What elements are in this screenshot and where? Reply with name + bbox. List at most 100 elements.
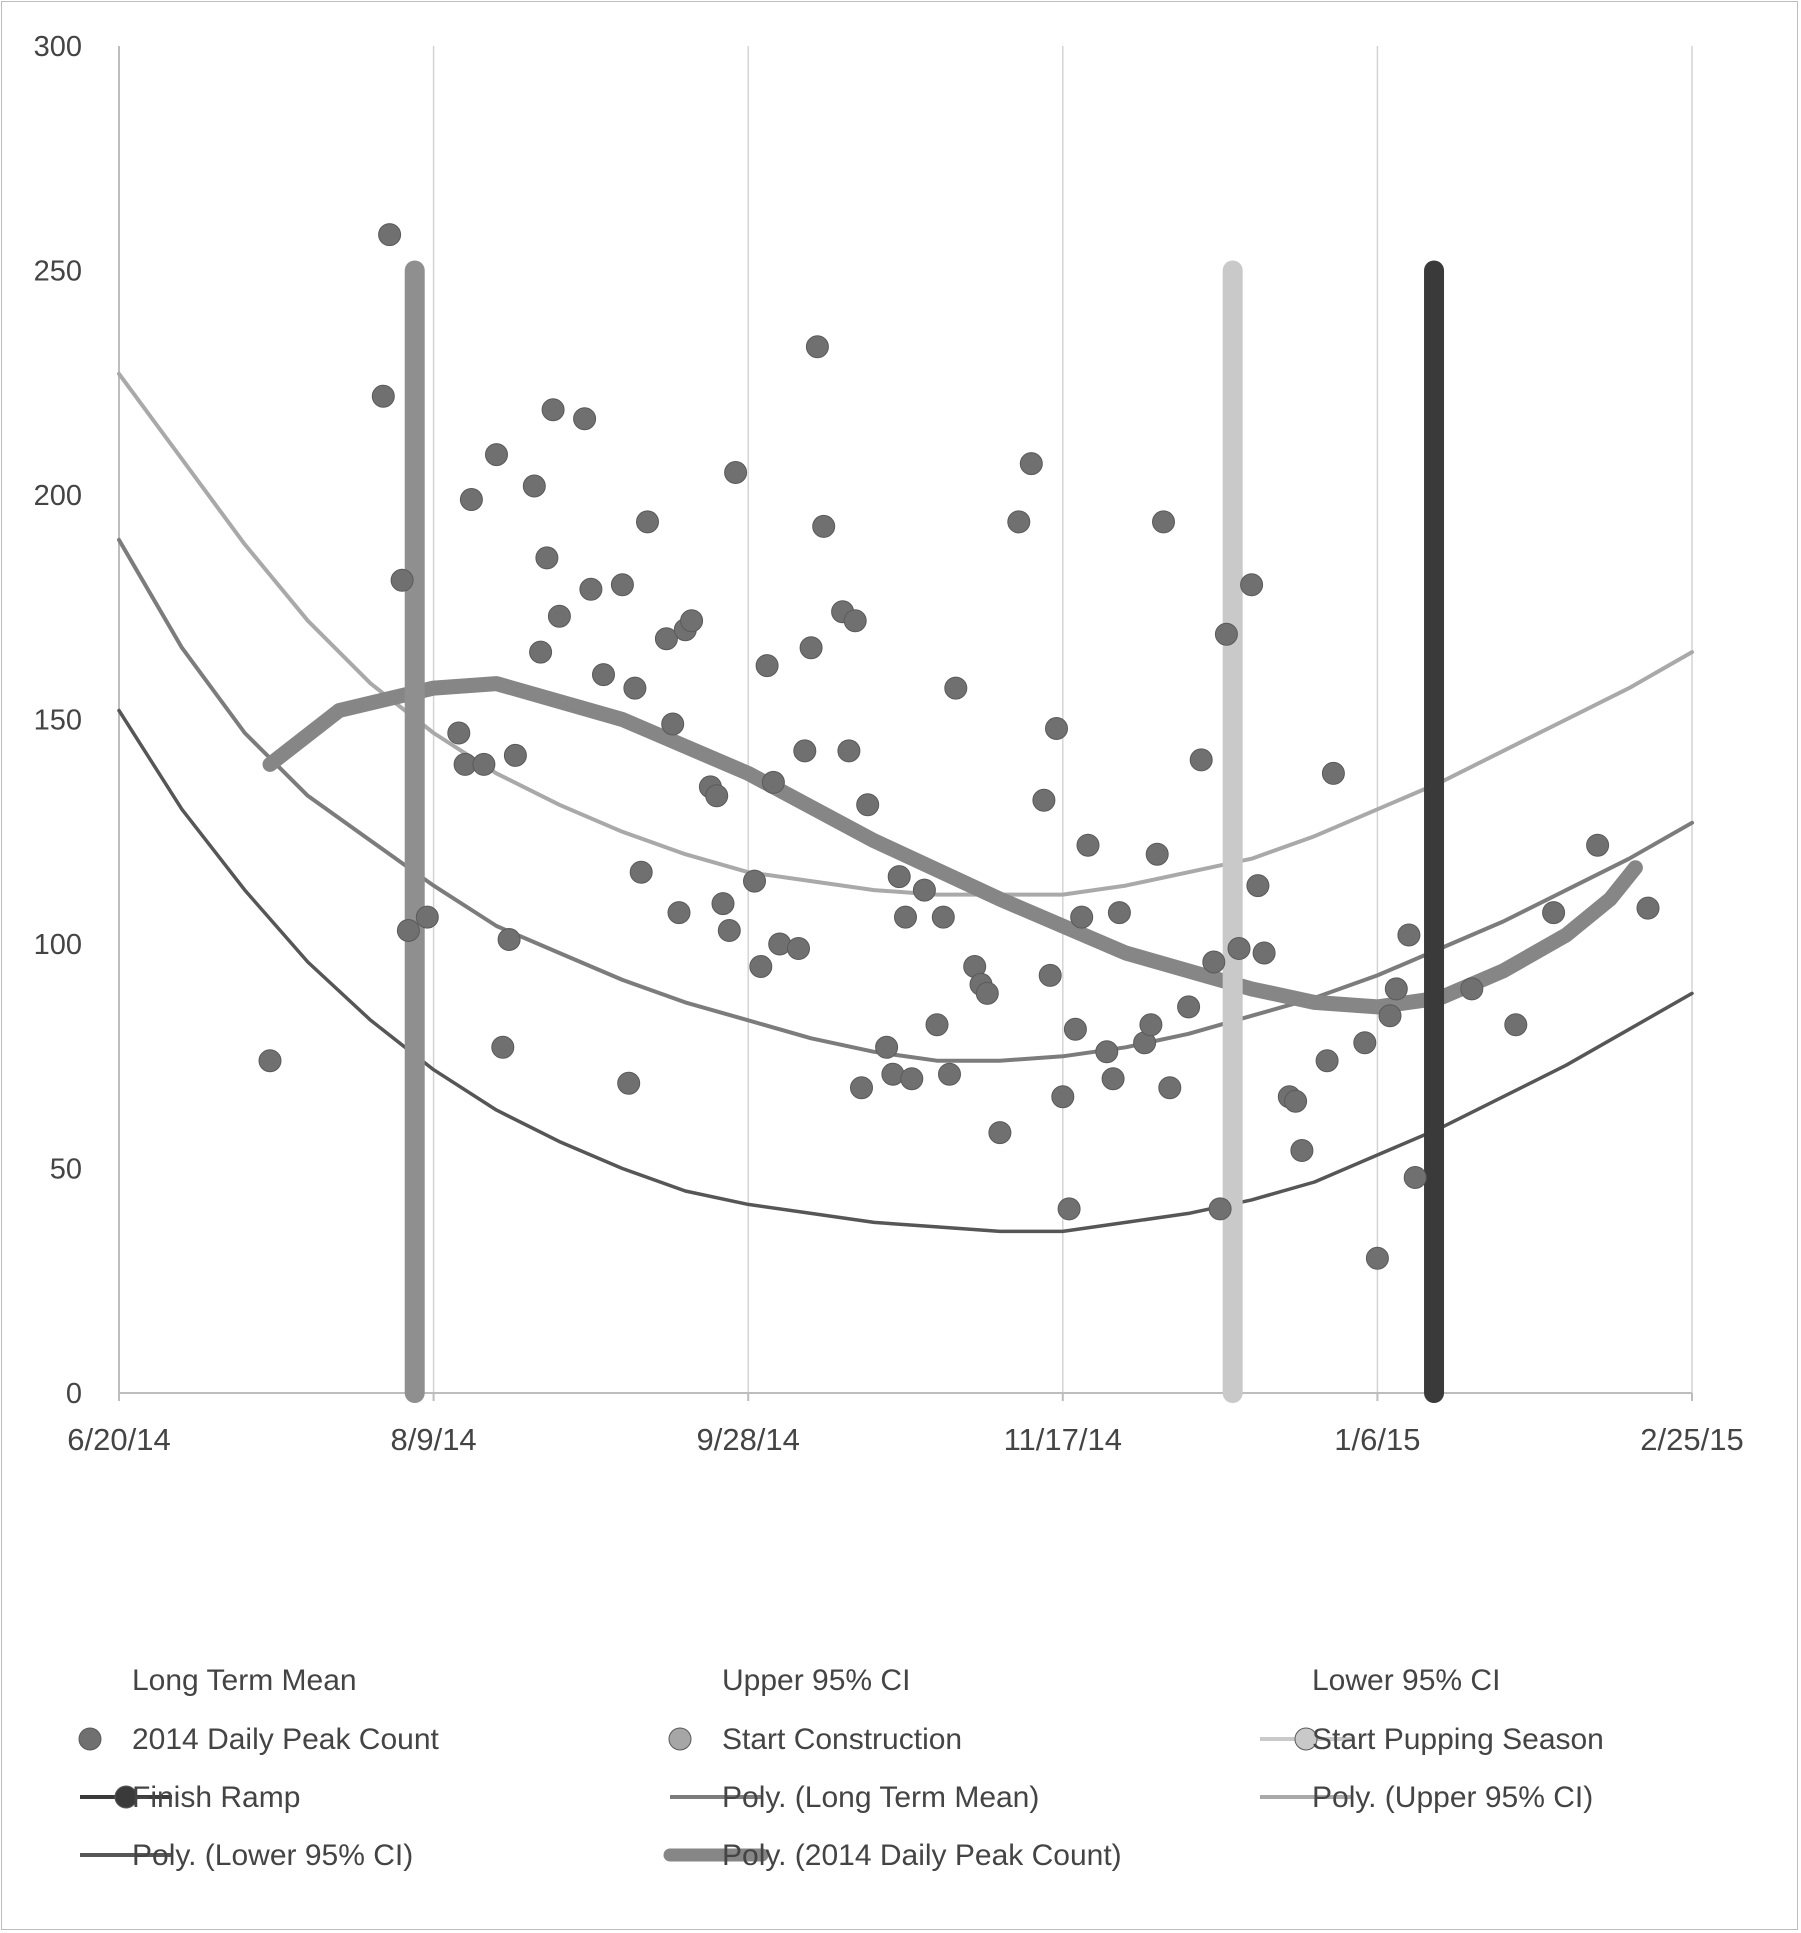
y-tick-label: 0 bbox=[66, 1378, 82, 1410]
data-point bbox=[1045, 717, 1068, 740]
data-point bbox=[1057, 1197, 1081, 1221]
data-point bbox=[1189, 748, 1213, 772]
legend-item: Long Term Mean bbox=[132, 1664, 357, 1697]
axes: 0 50 100 150 200 250 300 6/20/14 8/9/14 9/28/14 11… bbox=[34, 31, 1744, 1457]
data-point bbox=[1504, 1013, 1528, 1037]
legend-dot-symbol bbox=[668, 1727, 692, 1751]
data-point bbox=[717, 919, 741, 942]
data-point bbox=[938, 1062, 961, 1086]
data-point bbox=[799, 636, 823, 660]
data-point bbox=[459, 488, 483, 511]
data-point bbox=[1353, 1031, 1377, 1055]
legend-item: Poly. (Long Term Mean) bbox=[670, 1781, 1039, 1814]
data-point bbox=[875, 1035, 899, 1059]
legend-item: Poly. (2014 Daily Peak Count) bbox=[663, 1839, 1122, 1872]
data-point bbox=[541, 398, 565, 422]
trendline-poly-2014-daily-peak-count bbox=[262, 676, 1643, 1015]
data-point bbox=[661, 712, 685, 736]
x-tick-label: 1/6/15 bbox=[1334, 1422, 1420, 1457]
data-point bbox=[944, 676, 968, 700]
x-tick-label: 6/20/14 bbox=[67, 1422, 170, 1457]
data-point bbox=[1403, 1166, 1427, 1189]
data-point bbox=[503, 743, 527, 767]
data-point bbox=[1397, 923, 1421, 947]
data-point bbox=[900, 1067, 924, 1091]
legend-item: Upper 95% CI bbox=[722, 1664, 910, 1697]
data-point bbox=[793, 739, 817, 763]
data-point bbox=[1107, 901, 1131, 925]
legend-label: Finish Ramp bbox=[132, 1781, 300, 1814]
legend-item: Start Pupping Season bbox=[1260, 1723, 1604, 1756]
x-tick-label: 9/28/14 bbox=[696, 1422, 799, 1457]
y-tick-label: 250 bbox=[34, 256, 82, 288]
data-point bbox=[749, 955, 773, 978]
legend-dot-symbol bbox=[1294, 1727, 1318, 1751]
data-point bbox=[1152, 510, 1175, 534]
y-tick-label: 150 bbox=[34, 705, 82, 737]
data-point bbox=[415, 905, 439, 929]
data-point bbox=[623, 676, 647, 700]
legend-item: Poly. (Lower 95% CI) bbox=[80, 1839, 413, 1872]
data-point bbox=[1145, 842, 1169, 866]
data-point bbox=[1378, 1004, 1402, 1028]
data-point bbox=[850, 1076, 873, 1100]
data-point bbox=[1214, 622, 1238, 646]
data-point bbox=[680, 609, 704, 633]
data-point bbox=[755, 654, 779, 678]
legend-item: Lower 95% CI bbox=[1312, 1664, 1500, 1697]
data-point bbox=[1038, 963, 1062, 987]
data-point bbox=[371, 384, 395, 408]
data-point bbox=[667, 901, 691, 925]
y-tick-label: 200 bbox=[34, 480, 82, 512]
data-point bbox=[1019, 452, 1043, 476]
data-point bbox=[988, 1121, 1012, 1145]
data-point bbox=[837, 739, 861, 763]
data-point bbox=[931, 905, 955, 929]
data-point bbox=[491, 1035, 515, 1059]
data-point bbox=[378, 223, 402, 247]
data-point bbox=[1365, 1246, 1389, 1270]
legend-item: Finish Ramp bbox=[80, 1781, 300, 1814]
data-point bbox=[1051, 1085, 1075, 1109]
data-point bbox=[1290, 1139, 1314, 1162]
data-point bbox=[925, 1013, 949, 1037]
vertical-markers bbox=[404, 260, 1445, 1403]
x-tick-label: 11/17/14 bbox=[1004, 1422, 1122, 1457]
data-point bbox=[1284, 1089, 1308, 1113]
data-point bbox=[1007, 510, 1031, 534]
trendline-poly-long-term-mean bbox=[117, 537, 1694, 1063]
legend-label: Upper 95% CI bbox=[722, 1664, 910, 1697]
legend-label: Poly. (2014 Daily Peak Count) bbox=[722, 1839, 1122, 1872]
data-point bbox=[1158, 1076, 1182, 1100]
data-point bbox=[1460, 977, 1484, 1001]
legend-item: Start Construction bbox=[668, 1723, 962, 1756]
data-point bbox=[1177, 995, 1201, 1019]
data-point bbox=[497, 928, 521, 951]
data-point bbox=[1252, 941, 1276, 965]
data-point bbox=[535, 546, 559, 570]
legend: Long Term Mean Upper 95% CI Lower 95% CI 20… bbox=[78, 1664, 1604, 1872]
data-point bbox=[705, 784, 729, 808]
data-point bbox=[592, 663, 615, 687]
scatter-points bbox=[258, 223, 1660, 1270]
data-point bbox=[610, 573, 634, 597]
legend-dot-symbol bbox=[114, 1785, 138, 1809]
data-point bbox=[881, 1062, 905, 1086]
data-point bbox=[887, 865, 911, 889]
data-point bbox=[396, 919, 420, 942]
legend-label: Start Construction bbox=[722, 1723, 962, 1756]
legend-dot-symbol bbox=[78, 1727, 102, 1751]
data-point bbox=[617, 1071, 641, 1095]
data-point bbox=[1070, 905, 1094, 929]
legend-label: 2014 Daily Peak Count bbox=[132, 1723, 440, 1756]
data-point bbox=[812, 514, 836, 538]
data-point bbox=[975, 981, 999, 1005]
legend-item: Poly. (Upper 95% CI) bbox=[1260, 1781, 1593, 1814]
data-point bbox=[390, 568, 414, 592]
data-point bbox=[547, 604, 571, 628]
data-point bbox=[1384, 977, 1408, 1001]
y-tick-label: 300 bbox=[34, 31, 82, 63]
data-point bbox=[1076, 833, 1100, 857]
